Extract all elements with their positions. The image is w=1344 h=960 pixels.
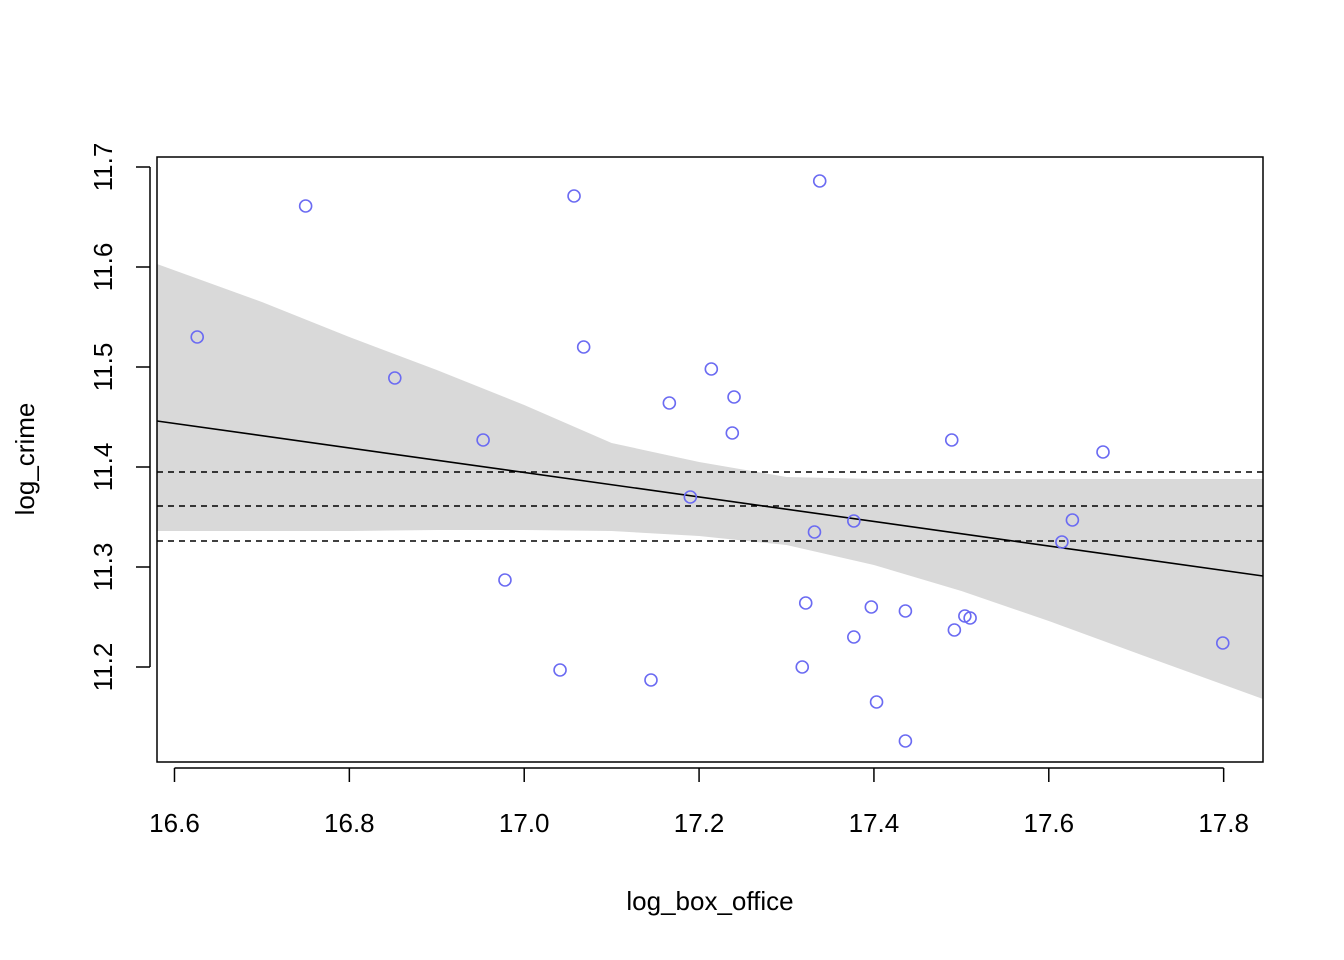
data-point-4	[476, 433, 490, 447]
x-tick-label-6: 17.6	[1023, 808, 1074, 838]
data-point-32	[1215, 636, 1230, 650]
y-axis-title: log_crime	[10, 403, 40, 516]
data-point-26	[947, 623, 962, 637]
data-point-16	[798, 596, 813, 610]
y-tick-label-1: 11.2	[88, 643, 118, 692]
data-point-14	[727, 390, 741, 404]
data-point-11	[683, 490, 698, 504]
data-point-3	[388, 371, 402, 385]
y-axis: 11.2 11.3 11.4 11.5 11.6 11.7	[88, 143, 151, 692]
data-point-29	[1055, 535, 1069, 549]
data-point-13	[725, 426, 740, 440]
data-point-9	[644, 673, 658, 687]
data-points-layer	[190, 174, 1230, 748]
data-point-28	[963, 611, 977, 625]
x-tick-label-1: 16.6	[149, 808, 200, 838]
confidence-band-layer	[157, 264, 1263, 699]
data-point-23	[898, 734, 913, 748]
data-point-17	[807, 525, 822, 539]
data-point-6	[553, 663, 567, 677]
y-tick-label-6: 11.7	[88, 143, 118, 192]
x-tick-label-2: 16.8	[324, 808, 375, 838]
data-point-30	[1065, 513, 1080, 527]
reference-lines-layer	[157, 471, 1263, 542]
data-point-5	[498, 573, 512, 587]
x-axis: 16.6 16.8 17.0 17.2 17.4 17.6 17.8	[149, 767, 1249, 838]
x-tick-label-3: 17.0	[499, 808, 550, 838]
y-tick-label-4: 11.5	[88, 343, 118, 392]
data-point-12	[704, 362, 719, 376]
x-tick-label-5: 17.4	[849, 808, 900, 838]
data-point-19	[847, 630, 861, 644]
data-point-15	[795, 660, 810, 674]
data-point-20	[847, 514, 861, 528]
regression-line	[156, 420, 1264, 577]
data-point-22	[869, 695, 884, 709]
x-tick-label-7: 17.8	[1198, 808, 1249, 838]
x-tick-label-4: 17.2	[674, 808, 725, 838]
data-point-31	[1096, 445, 1110, 459]
confidence-band	[157, 264, 1263, 699]
data-point-2	[298, 199, 313, 213]
plot-frame	[156, 156, 1264, 763]
data-point-24	[898, 604, 913, 618]
regression-line-layer	[156, 420, 1264, 577]
data-point-1	[190, 330, 205, 344]
y-tick-label-2: 11.3	[88, 543, 118, 592]
data-point-8	[576, 340, 591, 354]
data-point-18	[812, 174, 827, 188]
x-axis-title: log_box_office	[626, 886, 793, 916]
data-point-10	[662, 396, 677, 410]
y-tick-label-5: 11.6	[88, 243, 118, 292]
data-point-25	[944, 433, 959, 447]
data-point-21	[864, 600, 879, 614]
y-tick-label-3: 11.4	[88, 443, 118, 492]
data-point-7	[567, 189, 581, 203]
